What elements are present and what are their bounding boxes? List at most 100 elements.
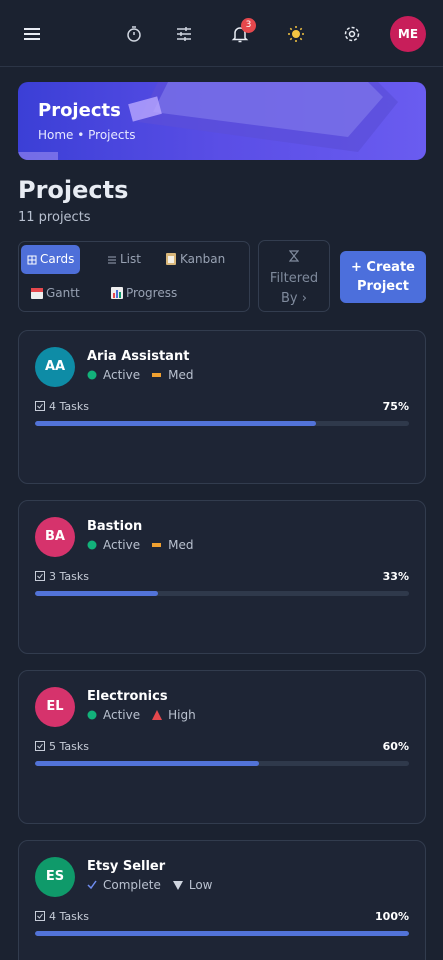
task-label: 3 Tasks <box>49 570 89 583</box>
project-priority: Med <box>168 368 194 382</box>
view-tab[interactable]: Cards <box>21 245 81 274</box>
notification-badge: 3 <box>241 18 256 33</box>
project-status: Complete <box>103 878 161 892</box>
project-status: Active <box>103 708 141 722</box>
priority-icon-shape <box>172 881 183 890</box>
view-icon-shape <box>28 256 36 264</box>
progress-bar <box>35 591 159 596</box>
task-icon <box>35 911 45 921</box>
task-icon <box>35 741 45 751</box>
task-icon-shape <box>35 571 45 581</box>
filter-label: Filtered By › <box>269 271 319 306</box>
progress-bar <box>35 931 409 936</box>
progress-label: 75% <box>382 400 409 413</box>
adjust-icon[interactable] <box>172 22 196 46</box>
project-card[interactable]: BA Bastion Active Med 3 Tasks 33% <box>18 500 426 654</box>
progress-track <box>35 761 409 766</box>
view-icon <box>27 255 37 265</box>
priority-icon-shape <box>152 543 162 547</box>
progress-label: 60% <box>382 740 409 753</box>
task-icon <box>35 401 45 411</box>
view-icon <box>166 253 176 265</box>
project-card[interactable]: ES Etsy Seller Complete Low 4 Tasks 100% <box>18 840 426 960</box>
project-name: Electronics <box>87 689 168 704</box>
progress-bar <box>35 421 316 426</box>
project-card[interactable]: EL Electronics Active High 5 Tasks 60% <box>18 670 426 824</box>
page-title: Projects <box>18 176 129 204</box>
project-name: Etsy Seller <box>87 859 166 874</box>
project-meta: Active High <box>87 708 196 722</box>
project-meta: Active Med <box>87 368 193 382</box>
task-icon-shape <box>37 743 43 749</box>
filter-button[interactable]: Filtered By › <box>258 240 330 312</box>
progress-track <box>35 591 409 596</box>
task-icon-shape <box>37 573 43 579</box>
task-icon-shape <box>35 741 45 751</box>
view-icon-shape <box>116 290 118 298</box>
project-name: Bastion <box>87 519 143 534</box>
priority-icon <box>172 881 183 890</box>
task-label: 4 Tasks <box>49 400 89 413</box>
banner-title: Projects <box>38 100 121 121</box>
status-icon <box>87 540 97 550</box>
project-status: Active <box>103 538 141 552</box>
view-icon <box>111 287 123 299</box>
view-icon-shape <box>119 292 121 298</box>
progress-track <box>35 931 409 936</box>
priority-icon <box>152 373 162 377</box>
project-card[interactable]: AA Aria Assistant Active Med 4 Tasks 75% <box>18 330 426 484</box>
view-icon-shape <box>31 288 43 292</box>
task-count: 4 Tasks <box>35 910 89 923</box>
settings-icon[interactable] <box>340 22 364 46</box>
project-avatar: EL <box>35 687 75 727</box>
status-icon-shape <box>87 880 97 890</box>
priority-icon-shape <box>152 373 162 377</box>
status-icon <box>87 370 97 380</box>
progress-label: 100% <box>375 910 409 923</box>
project-avatar: BA <box>35 517 75 557</box>
view-tab[interactable]: Progress <box>105 279 183 308</box>
view-tab[interactable]: List <box>101 245 147 274</box>
task-icon-shape <box>35 911 45 921</box>
menu-icon[interactable] <box>20 22 44 46</box>
task-label: 4 Tasks <box>49 910 89 923</box>
theme-icon[interactable] <box>284 22 308 46</box>
banner-art <box>18 82 398 160</box>
page-banner: Projects Home • Projects <box>18 82 426 160</box>
hourglass-icon <box>288 250 300 262</box>
project-avatar: ES <box>35 857 75 897</box>
status-icon-shape <box>87 370 97 380</box>
view-tab[interactable]: Kanban <box>159 245 231 274</box>
progress-track <box>35 421 409 426</box>
task-icon-shape <box>37 403 43 409</box>
view-label: Cards <box>40 252 75 266</box>
view-icon <box>108 256 116 264</box>
view-icon-shape <box>108 256 116 264</box>
view-icon-shape <box>113 293 115 298</box>
project-meta: Active Med <box>87 538 193 552</box>
create-project-button[interactable]: + Create Project <box>340 251 426 303</box>
progress-label: 33% <box>382 570 409 583</box>
project-meta: Complete Low <box>87 878 212 892</box>
priority-icon-shape <box>152 710 163 720</box>
task-label: 5 Tasks <box>49 740 89 753</box>
task-count: 3 Tasks <box>35 570 89 583</box>
top-bar: 3 ME <box>0 0 443 67</box>
user-avatar[interactable]: ME <box>390 16 426 52</box>
project-status: Active <box>103 368 141 382</box>
timer-icon[interactable] <box>122 22 146 46</box>
priority-icon <box>152 543 162 547</box>
view-switcher: Cards List Kanban Gantt Progress <box>18 241 250 312</box>
view-label: Kanban <box>180 252 226 266</box>
project-priority: Med <box>168 538 194 552</box>
status-icon <box>87 880 97 890</box>
task-icon-shape <box>35 401 45 411</box>
project-avatar: AA <box>35 347 75 387</box>
task-icon <box>35 571 45 581</box>
project-priority: High <box>168 708 196 722</box>
status-icon-shape <box>87 710 97 720</box>
view-tab[interactable]: Gantt <box>25 279 86 308</box>
breadcrumb[interactable]: Home • Projects <box>38 128 136 142</box>
status-icon <box>87 710 97 720</box>
